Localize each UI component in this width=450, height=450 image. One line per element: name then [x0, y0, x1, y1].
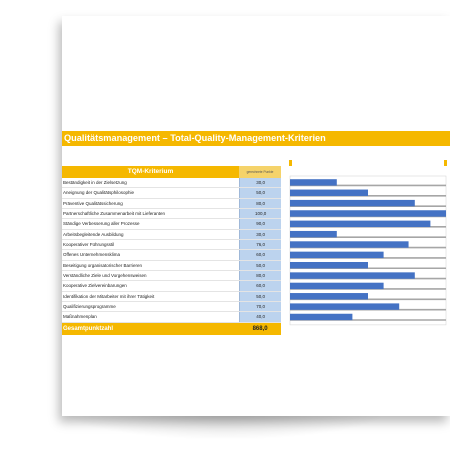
axis-max-marker	[444, 160, 447, 166]
bar-chart	[289, 160, 447, 326]
bar	[290, 199, 415, 207]
criterion-cell: Maßnahmenplan	[63, 314, 97, 320]
points-cell[interactable]: 50,0	[239, 291, 281, 302]
criterion-cell: Präventive Qualitätssicherung	[63, 200, 123, 206]
table-header: TQM-Kriterium gerechnete Punkte	[62, 166, 281, 178]
points-cell[interactable]: 50,0	[239, 260, 281, 271]
points-cell[interactable]: 50,0	[239, 188, 281, 198]
points-cell[interactable]: 80,0	[239, 271, 281, 281]
criterion-cell: Beseitigung organisatorischer Barrieren	[63, 262, 143, 268]
bar	[290, 262, 368, 269]
points-cell[interactable]: 70,0	[239, 302, 281, 312]
bar	[290, 313, 353, 321]
points-cell[interactable]: 60,0	[239, 281, 281, 291]
table-row: Beständigkeit in der Zielsetzung 30,0	[62, 178, 281, 189]
table-row: Kooperativer Führungsstil 76,0	[62, 240, 281, 251]
table-row: Identifikation der Mitarbeiter mit ihrer…	[62, 291, 281, 303]
sheet-title: Qualitätsmanagement – Total-Quality-Mana…	[62, 131, 450, 146]
points-cell[interactable]: 76,0	[239, 240, 281, 250]
criterion-cell: Arbeitsbegleitende Ausbildung	[63, 231, 124, 237]
bar	[290, 303, 400, 310]
bar	[290, 179, 337, 186]
bar	[290, 282, 384, 290]
criterion-cell: Offenes Unternehmensklima	[63, 252, 120, 258]
points-cell[interactable]: 80,0	[239, 198, 281, 209]
criteria-table: TQM-Kriterium gerechnete Punkte Beständi…	[62, 166, 281, 335]
bar	[290, 220, 431, 228]
table-row: Aneignung der Qualitätsphilosophie 50,0	[62, 188, 281, 199]
points-cell[interactable]: 60,0	[239, 250, 281, 260]
criterion-cell: Kooperative Zielvereinbarungen	[63, 283, 127, 289]
header-criterion: TQM-Kriterium	[127, 168, 174, 175]
total-value: 868,0	[252, 325, 268, 332]
table-row: Offenes Unternehmensklima 60,0	[62, 250, 281, 261]
criterion-cell: Partnerschaftliche Zusammenarbeit mit Li…	[63, 211, 166, 217]
criterion-cell: Beständigkeit in der Zielsetzung	[63, 180, 127, 185]
bar	[290, 230, 337, 238]
total-label: Gesamtpunktzahl	[63, 325, 114, 332]
table-row: Arbeitsbegleitende Ausbildung 30,0	[62, 229, 281, 241]
axis-min-marker	[289, 160, 292, 166]
table-row: Partnerschaftliche Zusammenarbeit mit Li…	[62, 209, 281, 220]
bar	[290, 272, 415, 279]
criterion-cell: Kooperativer Führungsstil	[63, 242, 115, 248]
criterion-cell: Ständige Verbesserung aller Prozesse	[63, 221, 140, 227]
table-body: Beständigkeit in der Zielsetzung 30,0 Anei…	[62, 178, 281, 323]
points-cell[interactable]: 100,0	[239, 209, 281, 219]
header-points: gerechnete Punkte	[239, 166, 281, 178]
table-row: Ständige Verbesserung aller Prozesse 90,0	[62, 219, 281, 230]
criterion-cell: Aneignung der Qualitätsphilosophie	[63, 190, 135, 196]
bar	[290, 210, 446, 217]
criterion-cell: Identifikation der Mitarbeiter mit ihrer…	[63, 293, 155, 299]
bar	[290, 251, 384, 259]
total-row: Gesamtpunktzahl 868,0	[62, 322, 281, 335]
table-row: Kooperative Zielvereinbarungen 60,0	[62, 281, 281, 292]
plot-area	[289, 175, 447, 326]
points-cell[interactable]: 90,0	[239, 219, 281, 229]
table-row: Qualifizierungsprogramme 70,0	[62, 302, 281, 313]
points-cell[interactable]: 40,0	[239, 312, 281, 322]
points-cell[interactable]: 30,0	[239, 229, 281, 240]
table-row: Beseitigung organisatorischer Barrieren 5…	[62, 260, 281, 272]
table-row: Maßnahmenplan 40,0	[62, 312, 281, 323]
document-page: Qualitätsmanagement – Total-Quality-Mana…	[62, 16, 450, 416]
bar	[290, 241, 409, 248]
bar	[290, 189, 368, 196]
criterion-cell: Qualifizierungsprogramme	[63, 304, 116, 310]
criterion-cell: Verständliche Ziele und Vorgehensweisen	[63, 273, 147, 279]
table-row: Verständliche Ziele und Vorgehensweisen 8…	[62, 271, 281, 282]
bar	[290, 293, 368, 300]
points-cell[interactable]: 30,0	[239, 178, 281, 188]
spreadsheet: Qualitätsmanagement – Total-Quality-Mana…	[62, 16, 450, 416]
table-row: Präventive Qualitätssicherung 80,0	[62, 198, 281, 210]
